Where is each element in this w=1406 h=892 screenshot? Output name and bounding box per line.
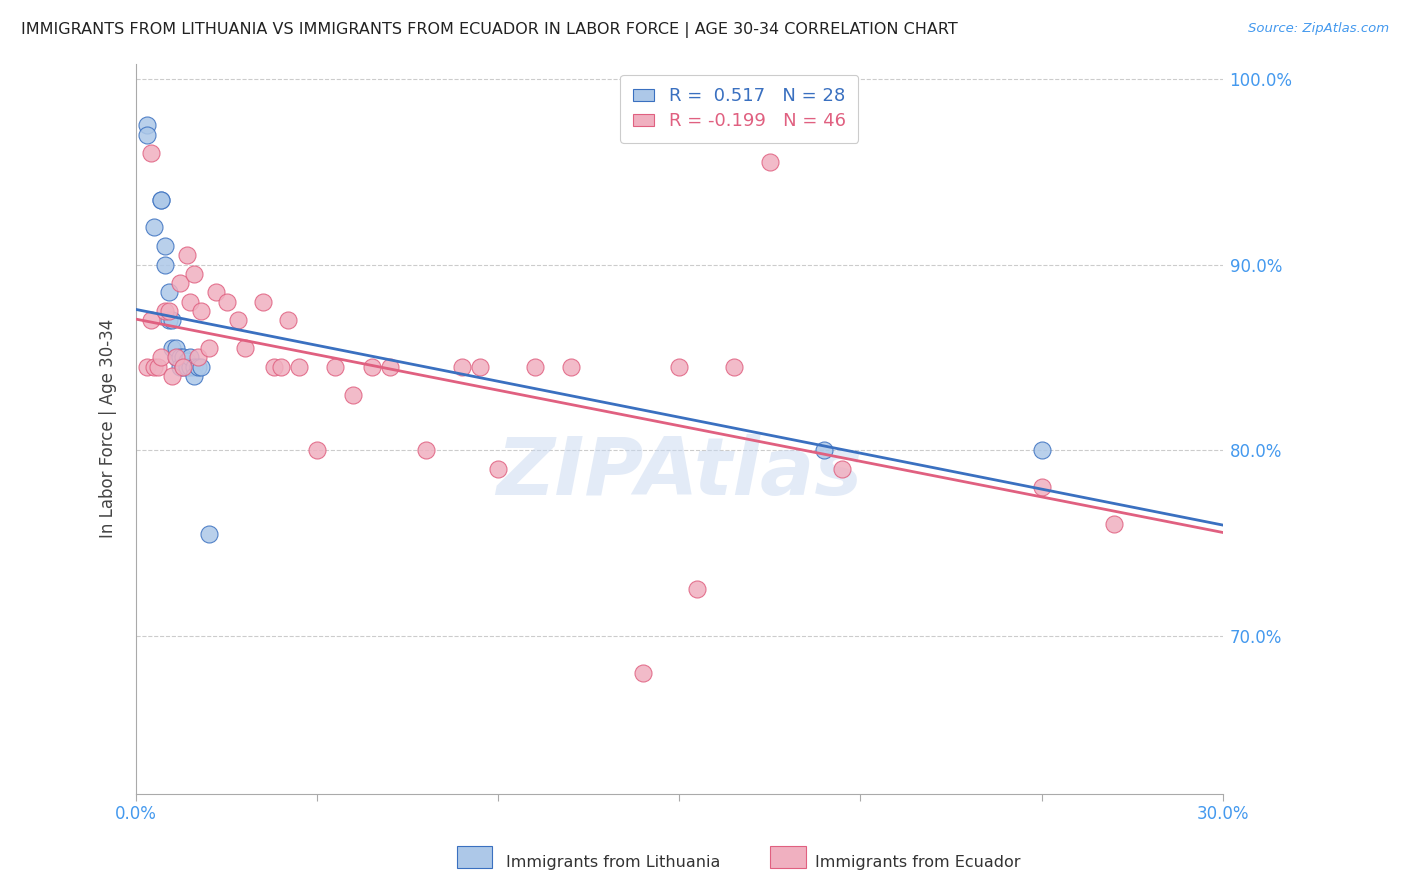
Point: [378, 359, 401, 374]
Point: [723, 359, 745, 374]
Y-axis label: In Labor Force | Age 30-34: In Labor Force | Age 30-34: [100, 319, 117, 539]
Point: [183, 267, 205, 281]
Point: [162, 341, 184, 355]
Text: Source: ZipAtlas.com: Source: ZipAtlas.com: [1249, 22, 1389, 36]
Point: [162, 368, 184, 383]
Point: [179, 294, 201, 309]
Point: [172, 359, 194, 374]
FancyBboxPatch shape: [770, 846, 806, 868]
Point: [252, 294, 274, 309]
Point: [150, 193, 173, 207]
Point: [153, 258, 176, 272]
FancyBboxPatch shape: [457, 846, 492, 868]
Point: [668, 359, 690, 374]
Point: [187, 351, 209, 365]
Point: [172, 359, 194, 374]
Point: [342, 387, 364, 401]
Point: [157, 313, 180, 327]
Point: [143, 220, 166, 235]
Point: [813, 443, 835, 458]
Point: [1031, 443, 1053, 458]
Point: [162, 313, 184, 327]
Point: [157, 304, 180, 318]
Text: Immigrants from Lithuania: Immigrants from Lithuania: [506, 855, 720, 870]
Point: [165, 351, 187, 365]
Point: [183, 368, 205, 383]
Point: [323, 359, 346, 374]
Point: [470, 359, 492, 374]
Text: Immigrants from Ecuador: Immigrants from Ecuador: [815, 855, 1021, 870]
Point: [169, 351, 191, 365]
Point: [169, 276, 191, 290]
Point: [176, 248, 198, 262]
Point: [415, 443, 437, 458]
Text: IMMIGRANTS FROM LITHUANIA VS IMMIGRANTS FROM ECUADOR IN LABOR FORCE | AGE 30-34 : IMMIGRANTS FROM LITHUANIA VS IMMIGRANTS …: [21, 22, 957, 38]
Point: [759, 155, 782, 169]
Point: [179, 359, 201, 374]
Point: [288, 359, 311, 374]
Point: [686, 582, 709, 597]
Point: [263, 359, 285, 374]
Point: [146, 359, 169, 374]
Point: [1031, 480, 1053, 494]
Point: [277, 313, 299, 327]
Point: [523, 359, 546, 374]
Text: ZIPAtlas: ZIPAtlas: [496, 434, 862, 512]
Point: [153, 239, 176, 253]
Point: [165, 341, 187, 355]
Point: [631, 665, 654, 680]
Point: [307, 443, 329, 458]
Point: [451, 359, 474, 374]
Point: [183, 359, 205, 374]
Point: [270, 359, 292, 374]
Point: [176, 354, 198, 368]
Point: [226, 313, 249, 327]
Point: [172, 351, 194, 365]
Point: [143, 359, 166, 374]
Point: [486, 462, 509, 476]
Point: [136, 359, 159, 374]
Point: [139, 313, 162, 327]
Point: [153, 304, 176, 318]
Point: [1102, 517, 1125, 532]
Point: [190, 359, 212, 374]
Point: [831, 462, 853, 476]
Point: [136, 128, 159, 142]
Point: [157, 285, 180, 300]
Point: [169, 359, 191, 374]
Point: [215, 294, 238, 309]
Point: [165, 351, 187, 365]
Point: [360, 359, 382, 374]
Legend: R =  0.517   N = 28, R = -0.199   N = 46: R = 0.517 N = 28, R = -0.199 N = 46: [620, 75, 858, 143]
Point: [176, 359, 198, 374]
Point: [197, 341, 219, 355]
Point: [136, 118, 159, 132]
Point: [233, 341, 256, 355]
Point: [150, 351, 173, 365]
Point: [139, 146, 162, 161]
Point: [187, 359, 209, 374]
Point: [179, 351, 201, 365]
Point: [197, 526, 219, 541]
Point: [204, 285, 226, 300]
Point: [150, 193, 173, 207]
Point: [190, 304, 212, 318]
Point: [560, 359, 582, 374]
